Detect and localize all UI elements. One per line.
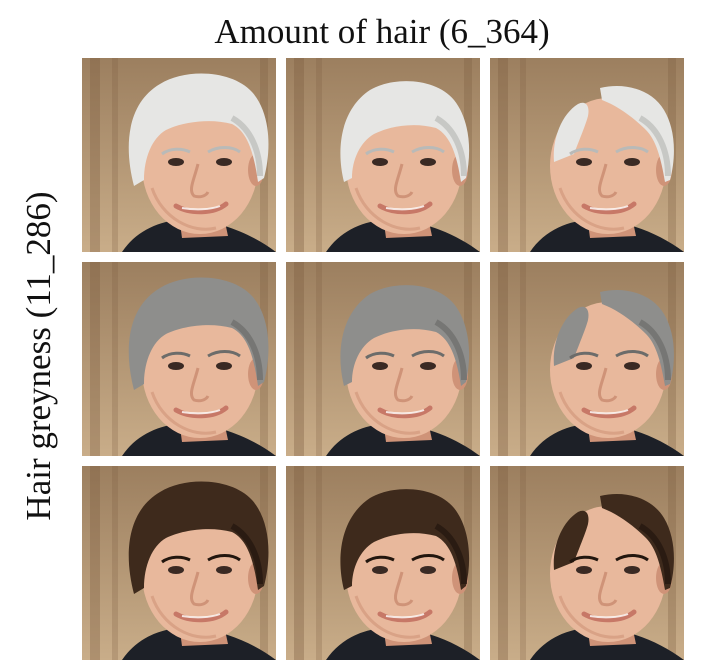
portrait-cell (82, 58, 276, 252)
portrait-man-grey-medium-hair (286, 262, 480, 456)
portrait-cell (286, 262, 480, 456)
portrait-man-grey-full-hair (82, 262, 276, 456)
portrait-man-dark-full-hair (82, 466, 276, 660)
portrait-man-dark-receding-hair (490, 466, 684, 660)
portrait-cell (82, 466, 276, 660)
portrait-cell (490, 262, 684, 456)
portrait-man-white-full-hair (82, 58, 276, 252)
portrait-cell (286, 58, 480, 252)
portrait-cell (286, 466, 480, 660)
portrait-man-white-receding-hair (490, 58, 684, 252)
portrait-man-white-medium-hair (286, 58, 480, 252)
portrait-cell (490, 466, 684, 660)
column-axis-title: Amount of hair (6_364) (214, 12, 550, 51)
portrait-man-grey-receding-hair (490, 262, 684, 456)
portrait-cell (82, 262, 276, 456)
portrait-grid (82, 58, 684, 660)
portrait-cell (490, 58, 684, 252)
row-axis-title: Hair greyness (11_286) (19, 191, 58, 521)
portrait-man-dark-medium-hair (286, 466, 480, 660)
